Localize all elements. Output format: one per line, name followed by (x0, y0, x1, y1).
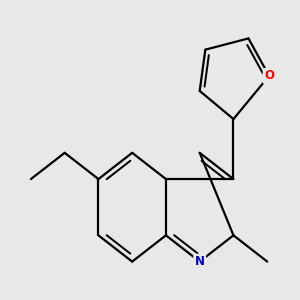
Text: N: N (195, 255, 205, 268)
Text: O: O (264, 69, 274, 82)
